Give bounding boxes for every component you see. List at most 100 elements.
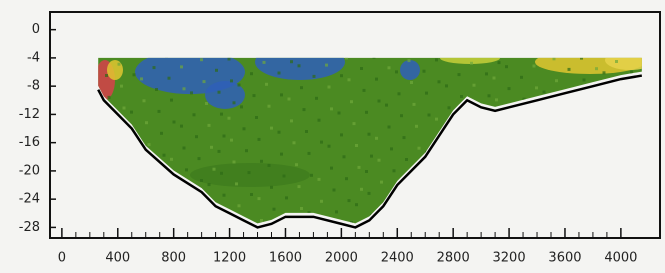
field-speckle bbox=[270, 127, 273, 130]
field-speckle bbox=[378, 100, 381, 103]
field-speckle bbox=[290, 119, 293, 122]
field-speckle bbox=[130, 111, 133, 114]
field-speckle bbox=[310, 174, 313, 177]
field-speckle bbox=[305, 130, 308, 133]
field-speckle bbox=[543, 91, 546, 94]
field-speckle bbox=[628, 49, 631, 52]
field-speckle bbox=[328, 145, 331, 148]
field-speckle bbox=[645, 140, 648, 143]
field-speckle bbox=[275, 50, 278, 53]
field-speckle bbox=[243, 127, 246, 130]
field-speckle bbox=[563, 145, 566, 148]
field-speckle bbox=[575, 134, 578, 137]
field-speckle bbox=[455, 51, 458, 54]
field-speckle bbox=[183, 87, 186, 90]
field-speckle bbox=[445, 205, 448, 208]
field-speckle bbox=[180, 65, 183, 68]
field-speckle bbox=[568, 68, 571, 71]
field-speckle bbox=[573, 112, 576, 115]
field-speckle bbox=[290, 60, 293, 63]
field-speckle bbox=[443, 183, 446, 186]
field-speckle bbox=[615, 181, 618, 184]
field-speckle bbox=[440, 161, 443, 164]
field-speckle bbox=[450, 128, 453, 131]
field-speckle bbox=[588, 182, 591, 185]
field-speckle bbox=[578, 215, 581, 218]
field-speckle bbox=[545, 53, 548, 56]
field-speckle bbox=[360, 67, 363, 70]
field-speckle bbox=[548, 134, 551, 137]
field-speckle bbox=[115, 221, 118, 224]
field-speckle bbox=[295, 163, 298, 166]
field-speckle bbox=[160, 191, 163, 194]
field-speckle bbox=[638, 196, 641, 199]
field-speckle bbox=[263, 61, 266, 64]
field-speckle bbox=[408, 180, 411, 183]
field-speckle bbox=[583, 138, 586, 141]
field-speckle bbox=[633, 93, 636, 96]
field-speckle bbox=[395, 70, 398, 73]
field-speckle bbox=[105, 74, 108, 77]
field-speckle bbox=[420, 228, 423, 231]
field-speckle bbox=[100, 151, 103, 154]
field-speckle bbox=[483, 51, 486, 54]
field-speckle bbox=[235, 182, 238, 185]
field-speckle bbox=[315, 97, 318, 100]
field-speckle bbox=[228, 58, 231, 61]
field-speckle bbox=[355, 144, 358, 147]
field-speckle bbox=[230, 79, 233, 82]
field-speckle bbox=[438, 80, 441, 83]
field-speckle bbox=[95, 48, 98, 51]
field-speckle bbox=[270, 186, 273, 189]
field-speckle bbox=[505, 65, 508, 68]
x-tick-label: 0 bbox=[58, 251, 66, 266]
field-speckle bbox=[215, 69, 218, 72]
field-speckle bbox=[565, 167, 568, 170]
field-speckle bbox=[123, 107, 126, 110]
field-speckle bbox=[185, 168, 188, 171]
field-speckle bbox=[523, 98, 526, 101]
field-speckle bbox=[555, 79, 558, 82]
field-speckle bbox=[580, 57, 583, 60]
field-speckle bbox=[573, 171, 576, 174]
field-speckle bbox=[475, 165, 478, 168]
field-speckle bbox=[483, 110, 486, 113]
field-speckle bbox=[308, 152, 311, 155]
field-speckle bbox=[350, 100, 353, 103]
field-speckle bbox=[648, 162, 651, 165]
field-speckle bbox=[470, 62, 473, 65]
field-speckle bbox=[175, 202, 178, 205]
field-speckle bbox=[325, 64, 328, 67]
field-patch bbox=[107, 60, 123, 80]
field-speckle bbox=[493, 197, 496, 200]
field-speckle bbox=[178, 224, 181, 227]
chart: 0-4-8-12-16-20-24-2804008001200160020002… bbox=[0, 0, 665, 273]
field-speckle bbox=[155, 88, 158, 91]
field-speckle bbox=[223, 194, 226, 197]
x-tick-label: 800 bbox=[161, 251, 186, 266]
field-speckle bbox=[513, 190, 516, 193]
field-speckle bbox=[390, 147, 393, 150]
field-speckle bbox=[633, 152, 636, 155]
field-speckle bbox=[653, 206, 656, 209]
field-speckle bbox=[360, 188, 363, 191]
field-speckle bbox=[165, 55, 168, 58]
field-speckle bbox=[183, 147, 186, 150]
field-speckle bbox=[380, 181, 383, 184]
field-speckle bbox=[515, 153, 518, 156]
field-speckle bbox=[348, 78, 351, 81]
field-speckle bbox=[485, 72, 488, 75]
field-speckle bbox=[200, 58, 203, 61]
field-speckle bbox=[120, 144, 123, 147]
field-speckle bbox=[103, 173, 106, 176]
field-speckle bbox=[615, 60, 618, 63]
field-speckle bbox=[513, 131, 516, 134]
field-speckle bbox=[193, 113, 196, 116]
field-speckle bbox=[248, 171, 251, 174]
field-speckle bbox=[563, 204, 566, 207]
field-speckle bbox=[400, 114, 403, 117]
y-tick-label: -8 bbox=[27, 79, 40, 94]
field-speckle bbox=[618, 82, 621, 85]
y-tick-label: -28 bbox=[19, 220, 40, 235]
field-speckle bbox=[285, 196, 288, 199]
